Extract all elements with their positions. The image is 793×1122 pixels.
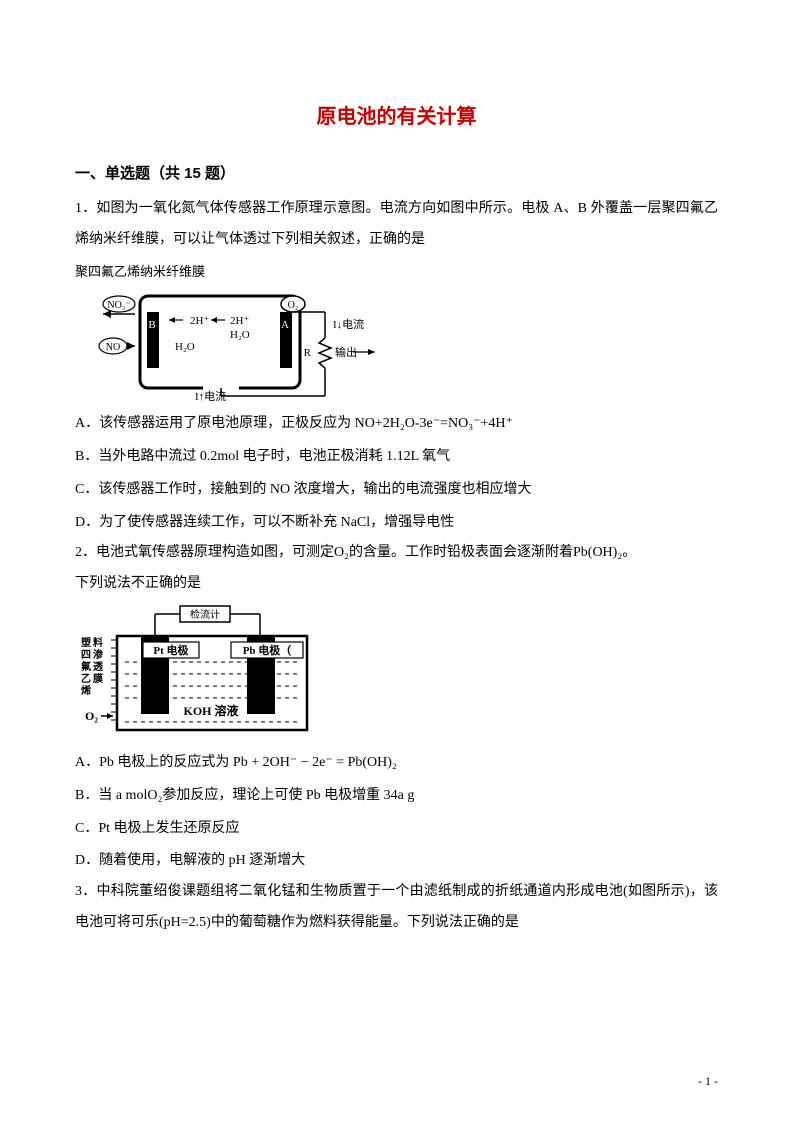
q1-fig-caption: 聚四氟乙烯纳米纤维膜 <box>75 258 718 287</box>
q2-stem-b: 的含量。工作时铅极表面会逐渐附着 <box>349 545 573 560</box>
q2-option-b: B．当 a molO₂参加反应，理论上可使 Pb 电极增重 34a g <box>75 781 718 812</box>
page-title: 原电池的有关计算 <box>75 95 718 139</box>
svg-text:氟: 氟 <box>81 660 91 673</box>
svg-text:NO₃⁻: NO₃⁻ <box>107 300 130 311</box>
q2-optB-o2: O₂ <box>147 788 162 803</box>
q2-pboh2: Pb(OH)₂ <box>573 545 622 560</box>
svg-text:O₂: O₂ <box>85 709 98 723</box>
svg-text:Pb 电极（: Pb 电极（ <box>243 643 292 657</box>
q1-option-d: D．为了使传感器连续工作，可以不断补充 NaCl，增强导电性 <box>75 508 718 539</box>
svg-text:烯: 烯 <box>81 684 91 697</box>
q2-optA-formula: Pb + 2OH⁻ − 2e⁻ = Pb(OH)₂ <box>233 755 397 770</box>
svg-text:2H⁺: 2H⁺ <box>190 315 209 327</box>
svg-text:乙: 乙 <box>81 673 91 685</box>
svg-text:塑: 塑 <box>81 636 91 649</box>
section-heading: 一、单选题（共 15 题） <box>75 157 718 190</box>
q1-option-c: C．该传感器工作时，接触到的 NO 浓度增大，输出的电流强度也相应增大 <box>75 475 718 506</box>
q2-optB-a: B．当 a mol <box>75 788 147 803</box>
svg-text:KOH 溶液: KOH 溶液 <box>183 703 238 718</box>
svg-text:NO: NO <box>106 342 120 353</box>
q2-stem-a: 2．电池式氧传感器原理构造如图，可测定 <box>75 545 334 560</box>
q3-stem: 3．中科院董绍俊课题组将二氧化锰和生物质置于一个由滤纸制成的折纸通道内形成电池(… <box>75 877 718 939</box>
q2-option-a: A．Pb 电极上的反应式为 Pb + 2OH⁻ − 2e⁻ = Pb(OH)₂ <box>75 748 718 779</box>
q2-figure: 检流计 Pt 电极 Pb 电极（ KOH 溶液 塑 料 四 渗 氟 透 乙 <box>75 602 718 742</box>
svg-text:Pt 电极: Pt 电极 <box>153 643 189 657</box>
q1-option-b: B．当外电路中流过 0.2mol 电子时，电池正极消耗 1.12L 氧气 <box>75 442 718 473</box>
q2-option-d: D．随着使用，电解液的 pH 逐渐增大 <box>75 846 718 877</box>
svg-text:检流计: 检流计 <box>190 608 220 621</box>
svg-text:料: 料 <box>93 636 103 649</box>
page-footer: - 1 - <box>698 1068 718 1094</box>
svg-text:I↑电流: I↑电流 <box>195 389 226 403</box>
svg-text:R: R <box>304 347 312 359</box>
svg-text:B: B <box>148 319 155 331</box>
q2-option-c: C．Pt 电极上发生还原反应 <box>75 814 718 845</box>
q2-stem-line1: 2．电池式氧传感器原理构造如图，可测定O₂的含量。工作时铅极表面会逐渐附着Pb(… <box>75 538 718 569</box>
q2-stem-c: 。 <box>622 545 636 560</box>
svg-text:H₂O: H₂O <box>175 341 195 353</box>
q2-optB-b: 参加反应，理论上可使 Pb 电极增重 34a g <box>162 788 414 803</box>
svg-text:H₂O: H₂O <box>230 329 250 341</box>
svg-text:O₂: O₂ <box>288 300 299 311</box>
q2-stem-line2: 下列说法不正确的是 <box>75 569 718 600</box>
svg-text:I↓电流: I↓电流 <box>333 317 364 331</box>
q1-figure: B A O₂ 2H⁺ 2H⁺ H₂O H₂O NO₃⁻ NO I↓电流 R 输出… <box>75 288 718 403</box>
svg-text:透: 透 <box>93 660 104 673</box>
svg-text:四: 四 <box>81 649 91 661</box>
svg-text:A: A <box>281 319 289 331</box>
svg-text:渗: 渗 <box>93 648 104 661</box>
q1-stem: 1．如图为一氧化氮气体传感器工作原理示意图。电流方向如图中所示。电极 A、B 外… <box>75 194 718 256</box>
q2-optA-a: A．Pb 电极上的反应式为 <box>75 755 229 770</box>
q2-o2: O₂ <box>334 545 349 560</box>
svg-text:膜: 膜 <box>93 672 103 685</box>
q1-option-a: A．该传感器运用了原电池原理，正极反应为 NO+2H₂O-3e⁻=NO₃⁻+4H… <box>75 409 718 440</box>
svg-text:2H⁺: 2H⁺ <box>230 315 249 327</box>
